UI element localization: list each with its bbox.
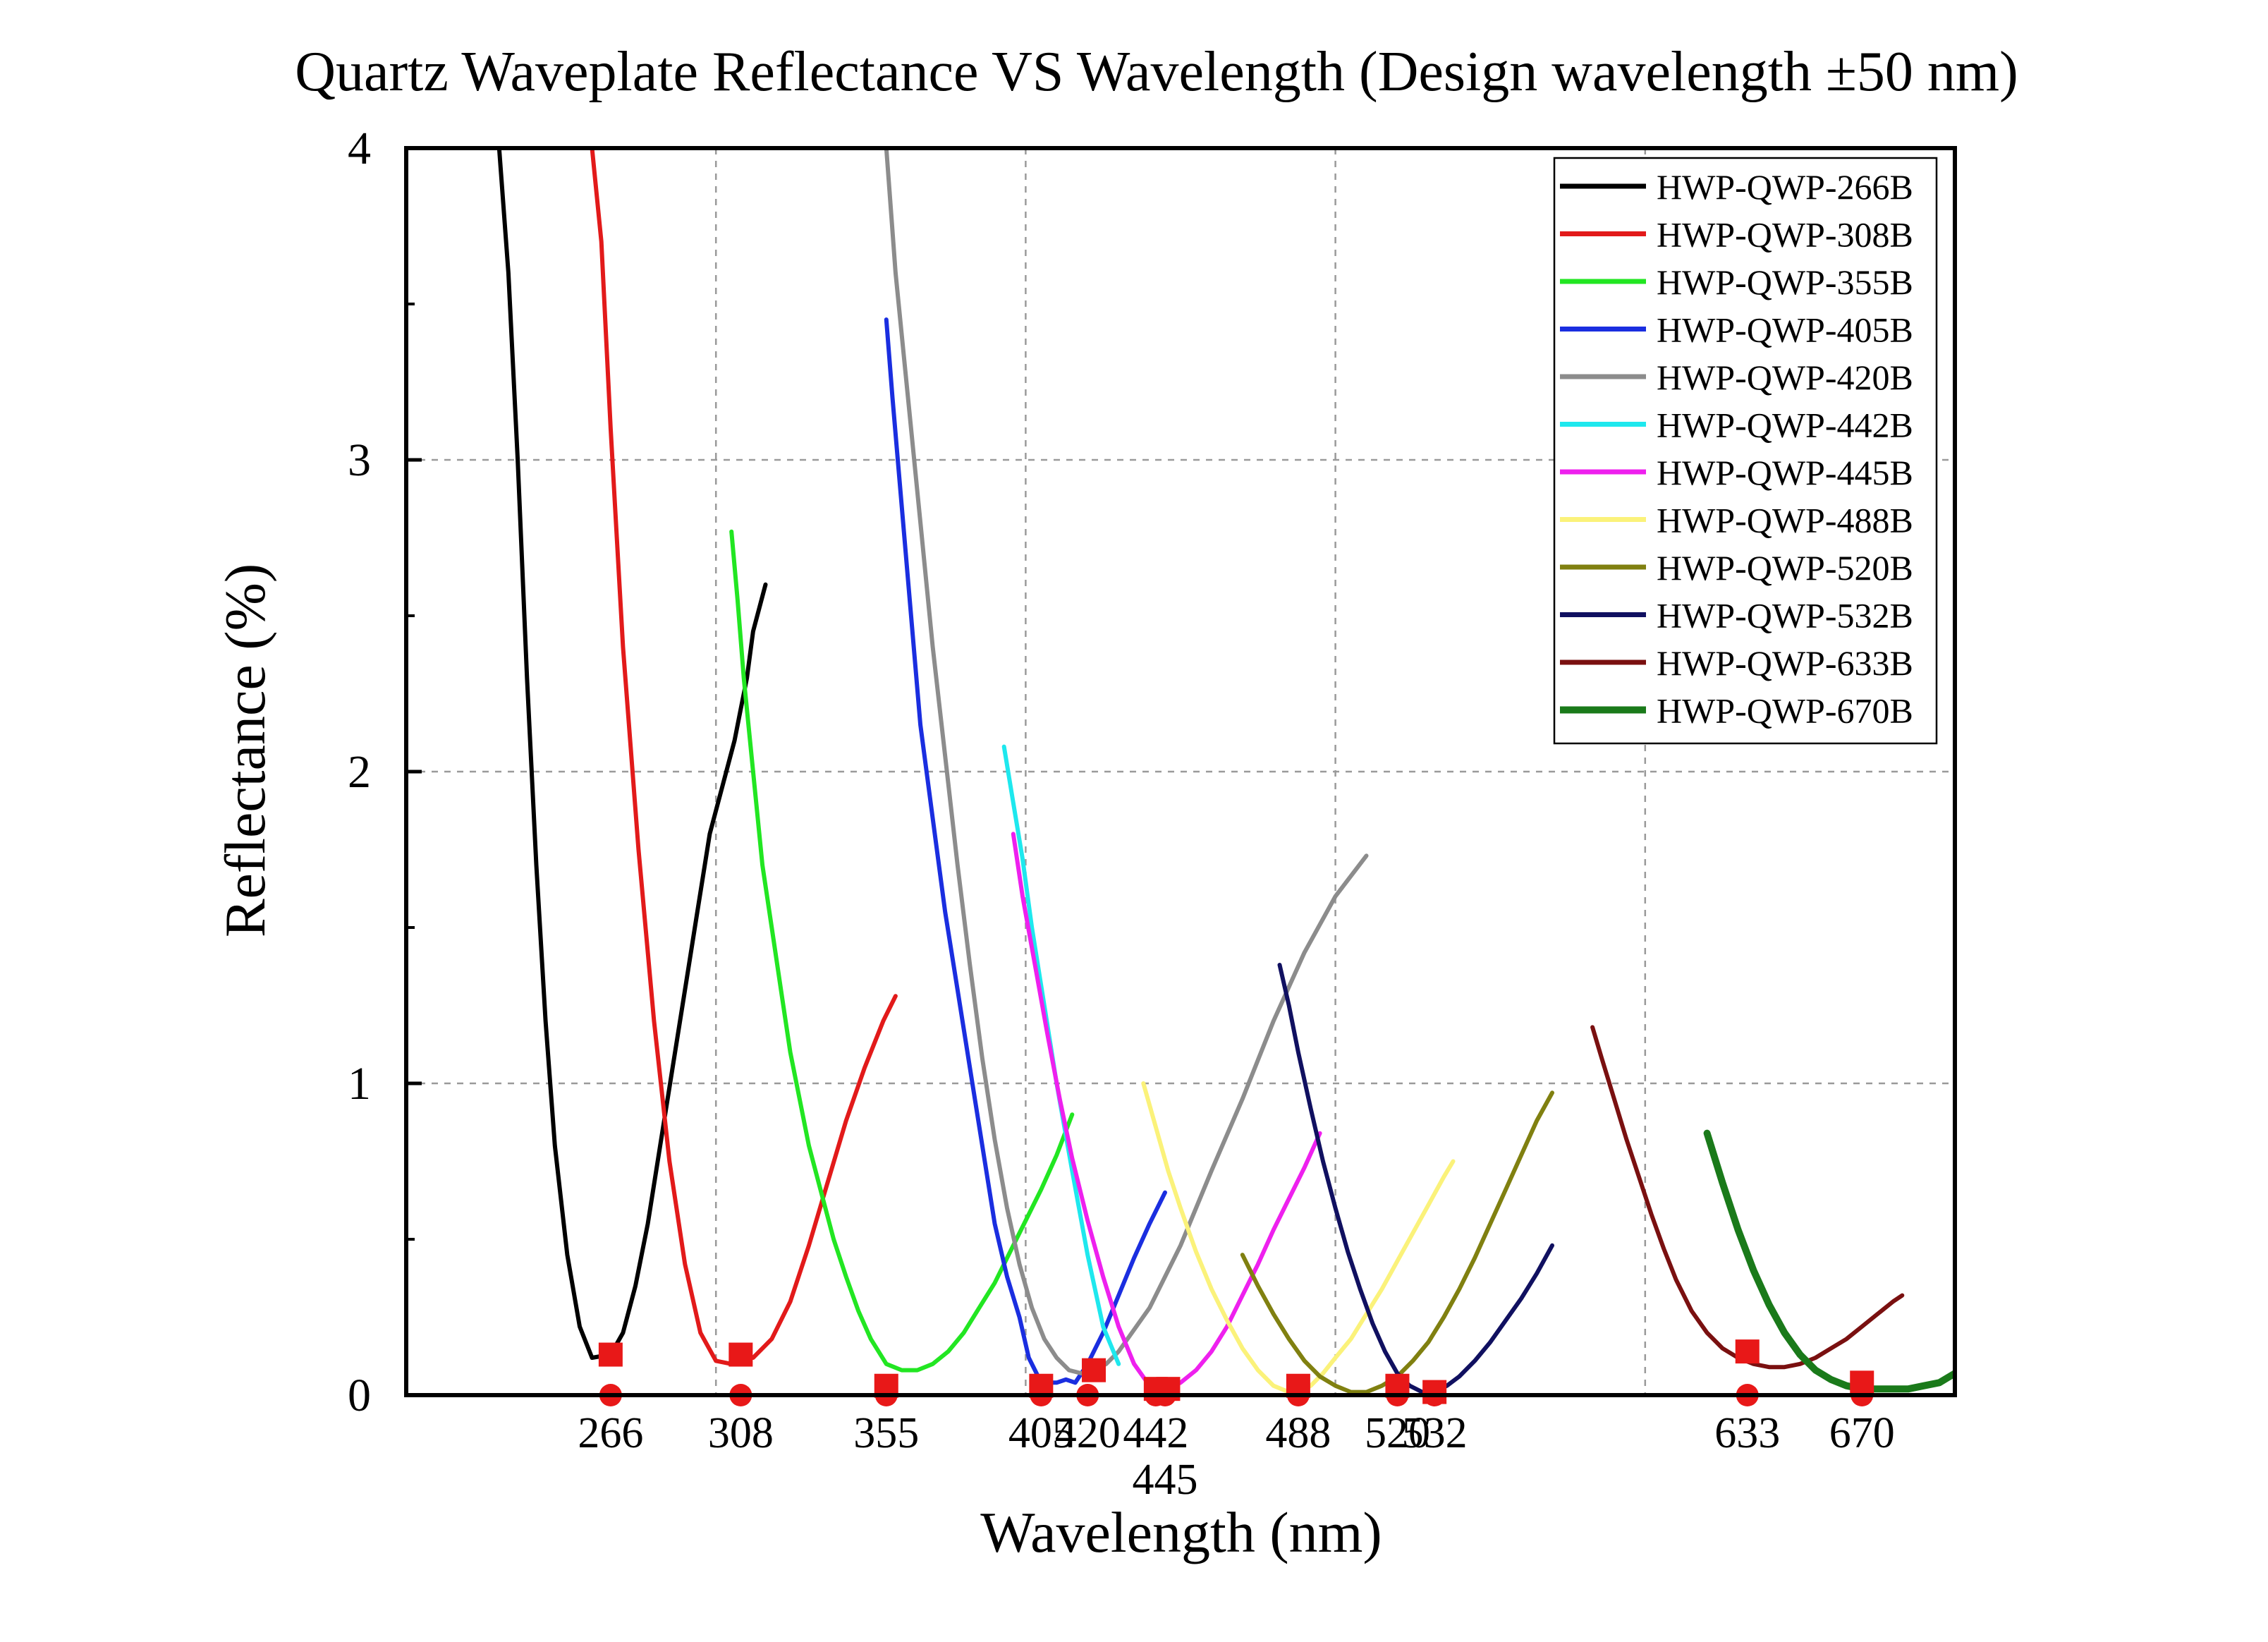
reflectance-square-marker [1422,1380,1447,1404]
x-tick-label: 266 [578,1409,643,1457]
reflectance-square-marker [728,1342,753,1367]
x-tick-label: 670 [1829,1409,1895,1457]
legend-entry: HWP-QWP-445B [1657,453,1913,492]
series-line-hwp-qwp-670b [1703,1129,1955,1393]
legend-entry: HWP-QWP-488B [1657,501,1913,540]
legend-entry: HWP-QWP-633B [1657,643,1913,683]
series-line-hwp-qwp-520b [1240,1090,1554,1394]
y-tick-label: 0 [348,1370,371,1421]
y-axis-label: Reflectance (%) [213,564,277,937]
y-tick-label: 2 [348,746,371,798]
legend-entry: HWP-QWP-420B [1657,358,1913,397]
legend-entry: HWP-QWP-670B [1657,691,1913,731]
x-tick-label: 520 [1365,1409,1430,1457]
series-line-hwp-qwp-405b [884,317,1167,1385]
series-line-hwp-qwp-633b [1590,1025,1905,1370]
marker-layer [598,1339,1874,1406]
y-tick-label: 3 [348,434,371,486]
series-line-hwp-qwp-355b [729,529,1075,1373]
y-axis: 0 1 2 3 4 [348,123,422,1421]
reflectance-square-marker [1735,1339,1760,1364]
x-tick-label: 488 [1265,1409,1331,1457]
series-line-hwp-qwp-420b [884,148,1369,1376]
legend-entry: HWP-QWP-532B [1657,596,1913,635]
y-tick-label: 4 [348,123,371,174]
y-tick-label: 1 [348,1058,371,1109]
x-tick-label: 308 [708,1409,774,1457]
reflectance-square-marker [1156,1377,1181,1401]
legend-entry: HWP-QWP-355B [1657,262,1913,302]
chart-title: Quartz Waveplate Reflectance VS Waveleng… [295,41,2018,103]
reflectance-square-marker [1850,1370,1874,1395]
x-tick-label: 532 [1402,1409,1468,1457]
x-tick-label: 445 [1133,1456,1198,1504]
x-axis-label: Wavelength (nm) [980,1500,1382,1564]
series-line-hwp-qwp-266b [496,148,768,1360]
legend-entry: HWP-QWP-520B [1657,548,1913,588]
x-tick-label: 405 [1008,1409,1074,1457]
x-tick-label: 442 [1123,1409,1188,1457]
legend: HWP-QWP-266B HWP-QWP-308B HWP-QWP-355B HWP-… [1553,157,1938,745]
legend-entry: HWP-QWP-405B [1657,310,1913,350]
x-tick-label: 355 [853,1409,919,1457]
series-line-hwp-qwp-445b [1011,832,1322,1392]
reflectance-square-marker [1082,1358,1106,1382]
series-line-hwp-qwp-308b [590,148,898,1366]
legend-box [1553,157,1938,745]
x-tick-label: 633 [1714,1409,1780,1457]
reflectance-square-marker [598,1342,623,1367]
legend-entry: HWP-QWP-442B [1657,406,1913,445]
legend-entry: HWP-QWP-308B [1657,215,1913,255]
legend-entry: HWP-QWP-266B [1657,167,1913,207]
series-line-hwp-qwp-488b [1141,1081,1456,1394]
x-tick-label: 420 [1055,1409,1121,1457]
